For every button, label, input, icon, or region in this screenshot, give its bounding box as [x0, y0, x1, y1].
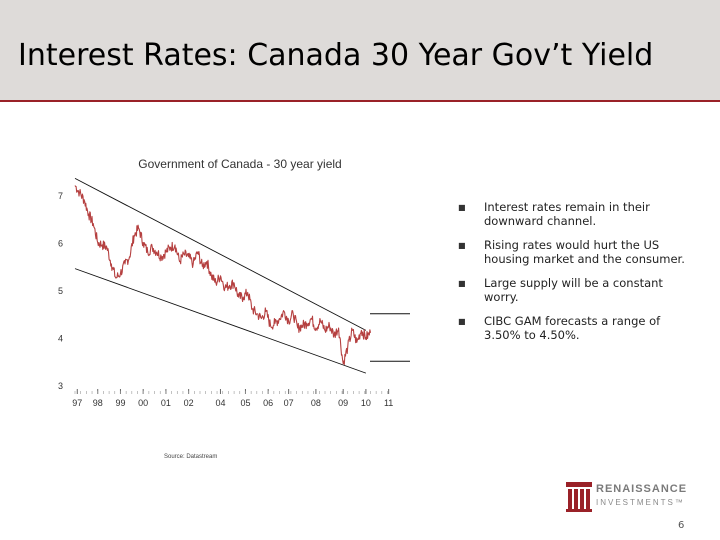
x-tick-label: 04	[215, 398, 225, 408]
y-tick-label: 6	[58, 239, 63, 249]
slide-title: Interest Rates: Canada 30 Year Gov’t Yie…	[18, 38, 654, 73]
x-tick-label: 99	[115, 398, 125, 408]
x-tick-label: 05	[240, 398, 250, 408]
bullet-text: Rising rates would hurt the US housing m…	[484, 238, 685, 266]
trend-channel	[74, 177, 367, 374]
y-tick-label: 4	[58, 334, 63, 344]
title-band	[0, 0, 720, 100]
x-tick-label: 06	[263, 398, 273, 408]
bullet-item: ■ CIBC GAM forecasts a range of 3.50% to …	[458, 314, 698, 342]
upper-channel-line	[74, 177, 367, 331]
y-tick-label: 3	[58, 381, 63, 391]
lower-channel-line	[74, 268, 367, 374]
page-number: 6	[678, 520, 685, 531]
x-tick-label: 08	[311, 398, 321, 408]
bullet-text: Interest rates remain in their downward …	[484, 200, 650, 228]
bullet-text: Large supply will be a constant worry.	[484, 276, 663, 304]
y-tick-label: 7	[58, 191, 63, 201]
bullet-item: ■ Interest rates remain in their downward…	[458, 200, 698, 228]
yield-series-line	[74, 185, 372, 366]
x-tick-label: 98	[93, 398, 103, 408]
x-tick-label: 10	[361, 398, 371, 408]
series-group	[74, 185, 372, 366]
company-logo: RENAISSANCE INVESTMENTS™	[566, 480, 696, 516]
chart-title: Government of Canada - 30 year yield	[138, 157, 341, 171]
logo-subname: INVESTMENTS™	[596, 498, 685, 507]
x-tick-label: 97	[72, 398, 82, 408]
x-tick-label: 11	[384, 398, 393, 408]
bullet-item: ■ Large supply will be a constant worry.	[458, 276, 698, 304]
x-tick-label: 07	[284, 398, 294, 408]
x-tick-label: 02	[184, 398, 194, 408]
bullet-list: ■ Interest rates remain in their downward…	[458, 200, 698, 352]
y-tick-label: 5	[58, 286, 63, 296]
logo-columns-icon	[566, 482, 592, 512]
bullet-item: ■ Rising rates would hurt the US housing …	[458, 238, 698, 266]
logo-name: RENAISSANCE	[596, 483, 688, 495]
bullet-icon: ■	[458, 241, 466, 250]
title-divider	[0, 100, 720, 102]
x-axis: 97 98 99 00 01 02 04 05 06 07 08 09 10 11	[72, 389, 393, 408]
y-axis: 7 6 5 4 3	[58, 191, 63, 391]
forecast-range	[370, 313, 410, 362]
bullet-icon: ■	[458, 203, 466, 212]
bullet-icon: ■	[458, 279, 466, 288]
x-tick-label: 00	[138, 398, 148, 408]
bullet-icon: ■	[458, 317, 466, 326]
x-tick-label: 01	[161, 398, 171, 408]
bullet-text: CIBC GAM forecasts a range of 3.50% to 4…	[484, 314, 661, 342]
x-tick-label: 09	[338, 398, 348, 408]
chart-source: Source: Datastream	[164, 454, 217, 460]
